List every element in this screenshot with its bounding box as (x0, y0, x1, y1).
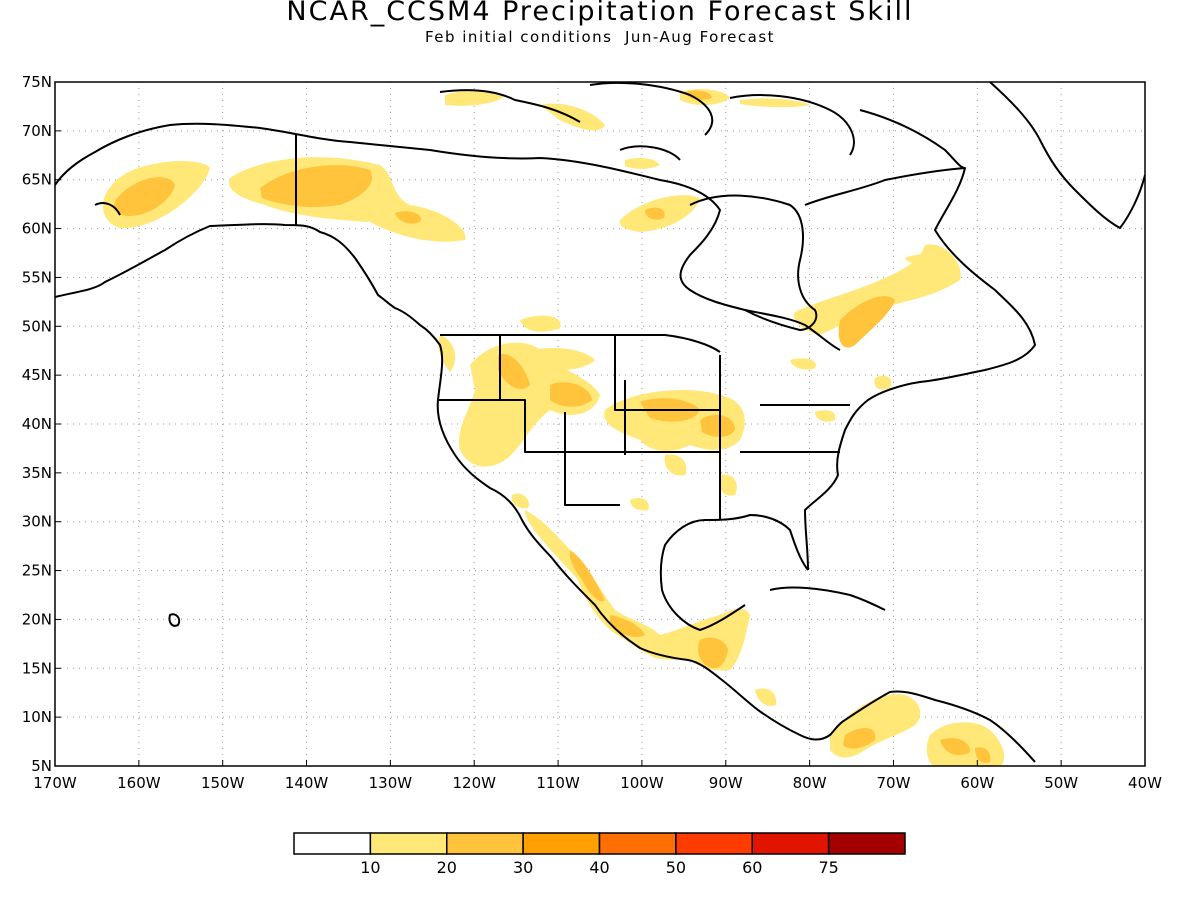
latitude-tick-label: 15N (22, 659, 52, 677)
colorbar-label: 30 (513, 858, 533, 877)
longitude-tick-label: 130W (369, 774, 413, 792)
longitude-tick-label: 100W (620, 774, 664, 792)
colorbar-label: 75 (818, 858, 838, 877)
colorbar-swatch (369, 832, 448, 855)
longitude-tick-label: 120W (452, 774, 496, 792)
longitude-tick-label: 70W (877, 774, 911, 792)
colorbar-legend: 10 20 30 40 50 60 75 (293, 832, 906, 877)
latitude-tick-label: 70N (22, 122, 52, 140)
colorbar-swatch (751, 832, 830, 855)
skill-shading-20-30 (114, 90, 991, 763)
latitude-tick-label: 5N (31, 757, 52, 775)
latitude-tick-label: 50N (22, 317, 52, 335)
skill-shading-10-20 (102, 89, 1005, 766)
latitude-tick-label: 65N (22, 171, 52, 189)
latitude-tick-label: 40N (22, 415, 52, 433)
longitude-tick-label: 110W (536, 774, 580, 792)
latitude-tick-label: 20N (22, 610, 52, 628)
colorbar-label: 40 (589, 858, 609, 877)
latitude-tick-label: 75N (22, 73, 52, 91)
colorbar-swatch (522, 832, 601, 855)
colorbar-swatch (446, 832, 524, 855)
map-title: NCAR_CCSM4 Precipitation Forecast Skill (286, 0, 914, 27)
colorbar-swatch (598, 832, 677, 855)
longitude-tick-label: 160W (117, 774, 161, 792)
longitude-tick-label: 140W (285, 774, 329, 792)
longitude-tick-label: 170W (33, 774, 77, 792)
latitude-tick-labels: 75N 70N 65N 60N 55N 50N 45N 40N 35N 30N 25N 20N 15N 1… (22, 73, 61, 775)
colorbar-label: 50 (666, 858, 686, 877)
longitude-tick-label: 60W (960, 774, 994, 792)
colorbar-label: 10 (360, 858, 380, 877)
longitude-tick-label: 80W (793, 774, 827, 792)
latitude-tick-label: 60N (22, 220, 52, 238)
latitude-tick-label: 30N (22, 513, 52, 531)
grid-lines (55, 82, 1145, 766)
coastlines-and-borders (55, 82, 1145, 763)
latitude-tick-label: 35N (22, 464, 52, 482)
latitude-tick-label: 10N (22, 708, 52, 726)
colorbar-label: 60 (742, 858, 762, 877)
colorbar-label: 20 (437, 858, 457, 877)
longitude-tick-label: 50W (1044, 774, 1078, 792)
longitude-tick-label: 40W (1128, 774, 1162, 792)
colorbar-swatch (675, 832, 753, 855)
colorbar-swatch (293, 832, 372, 855)
latitude-tick-label: 45N (22, 366, 52, 384)
latitude-tick-label: 55N (22, 268, 52, 286)
longitude-tick-label: 90W (709, 774, 743, 792)
colorbar-swatch (827, 832, 906, 855)
map-subtitle: Feb initial conditions Jun-Aug Forecast (424, 28, 776, 46)
map-frame (54, 81, 1146, 767)
longitude-tick-labels: 170W 160W 150W 140W 130W 120W 110W 100W 90W 80W 70… (33, 760, 1162, 792)
latitude-tick-label: 25N (22, 562, 52, 580)
longitude-tick-label: 150W (201, 774, 245, 792)
